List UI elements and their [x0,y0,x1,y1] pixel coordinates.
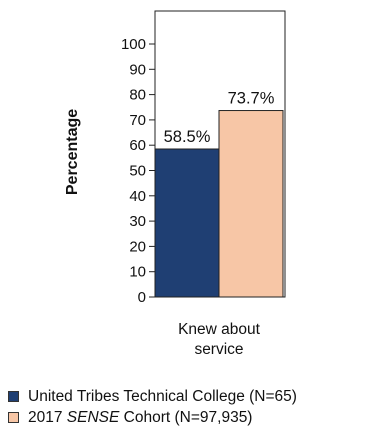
y-axis-label: Percentage [64,109,81,195]
y-tick-label: 10 [129,264,146,281]
y-tick-label: 20 [129,238,146,255]
legend-swatch-college [8,391,19,402]
x-category-label: Knew about service [178,321,261,358]
y-tick-label: 30 [129,213,146,230]
legend-item-cohort: 2017 SENSE Cohort (N=97,935) [8,407,297,428]
bar-college [154,148,220,298]
y-tick-label: 90 [129,61,146,78]
bar-value-label-college: 58.5% [164,128,211,146]
x-category-label-line: service [194,341,243,358]
legend-label-college: United Tribes Technical College (N=65) [28,388,297,405]
bar-chart: 0 10 20 30 40 50 60 70 80 90 100 58.5% 73.7% Percen… [64,10,286,358]
legend-label-cohort: 2017 SENSE Cohort (N=97,935) [28,409,253,426]
bar-value-label-cohort: 73.7% [228,90,275,108]
legend-swatch-cohort [8,412,19,423]
y-tick-label: 0 [138,289,146,306]
bars [154,110,284,298]
x-category-label-line: Knew about [178,321,261,338]
y-tick-label: 70 [129,112,146,129]
y-tick-label: 40 [129,188,146,205]
y-tick-label: 100 [121,36,146,53]
y-tick-label: 60 [129,137,146,154]
y-tick-label: 80 [129,87,146,104]
legend-item-college: United Tribes Technical College (N=65) [8,386,297,407]
legend: United Tribes Technical College (N=65) 2… [8,386,297,428]
y-ticks: 0 10 20 30 40 50 60 70 80 90 100 [121,36,155,306]
bar-value-labels: 58.5% 73.7% [164,90,275,146]
bar-cohort [218,110,284,298]
y-tick-label: 50 [129,163,146,180]
